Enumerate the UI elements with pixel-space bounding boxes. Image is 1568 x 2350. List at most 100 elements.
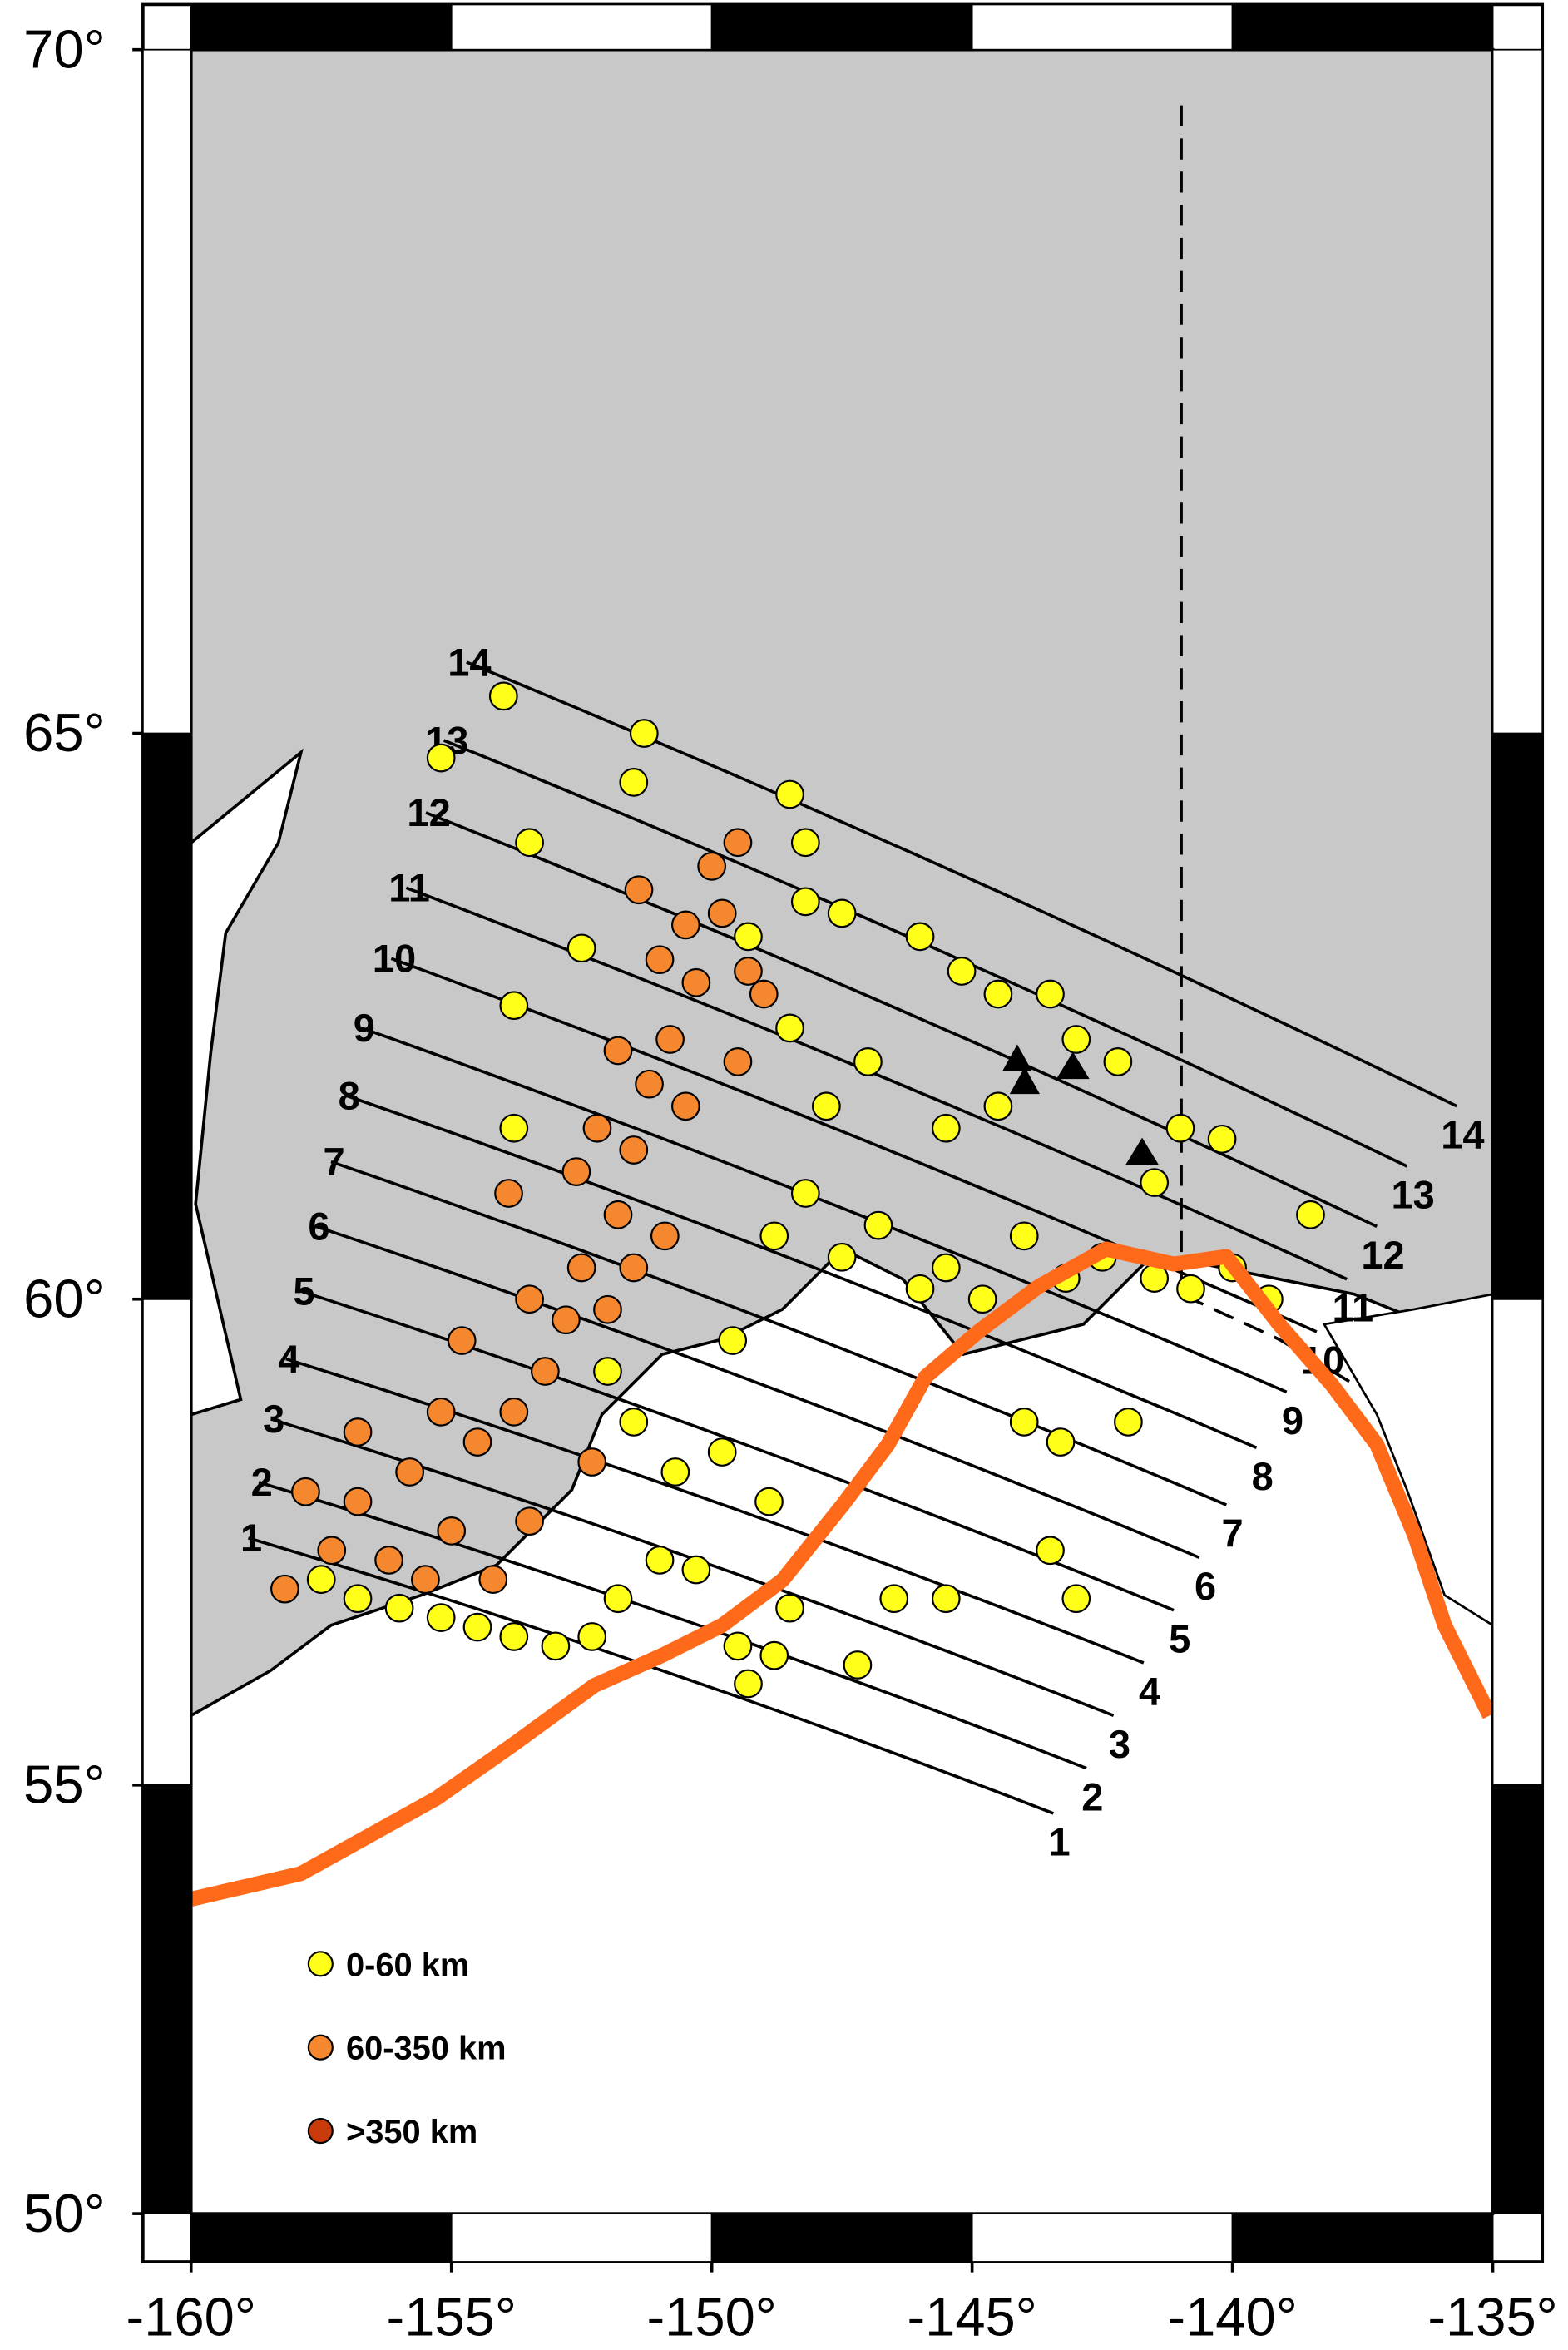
earthquake (566, 1253, 596, 1283)
earthquake (759, 1221, 789, 1251)
earthquake (411, 1565, 440, 1594)
profile-label: 8 (1252, 1454, 1274, 1498)
earthquake (603, 1036, 633, 1066)
border-segment (141, 732, 192, 1300)
earthquake (843, 1650, 873, 1680)
border-segment (1491, 1298, 1544, 1786)
volcano (1002, 1044, 1032, 1072)
lat-tick-label: 65° (23, 702, 105, 763)
earthquake (718, 1326, 748, 1355)
earthquake (749, 979, 779, 1009)
earthquake (603, 1200, 633, 1229)
volcano (1125, 1137, 1159, 1165)
bering-sea (189, 748, 304, 1417)
volcanoes (1002, 1044, 1159, 1165)
profile-label: 4 (278, 1337, 299, 1381)
earthquake (426, 1603, 456, 1633)
earthquake (494, 1179, 523, 1208)
profile-line (285, 1357, 1145, 1665)
legend-label: 0-60 km (346, 1947, 469, 1983)
profile-line (315, 1224, 1200, 1560)
trench (189, 1241, 1497, 1907)
earthquake (660, 1457, 690, 1487)
lon-tick-label: -160° (126, 2287, 256, 2348)
lat-tick-label: 50° (23, 2183, 105, 2244)
earthquake (1009, 1221, 1039, 1251)
lon-tick-label: -140° (1167, 2287, 1297, 2348)
earthquake (671, 910, 700, 940)
profile-label: 6 (308, 1205, 329, 1249)
earthquake (619, 1408, 649, 1437)
earthquake (650, 1221, 680, 1251)
lon-tick-label: -135° (1427, 2287, 1557, 2348)
earthquake (754, 1487, 784, 1516)
volcano (1009, 1066, 1041, 1095)
earthquake (775, 779, 804, 809)
legend-swatch (307, 1951, 334, 1977)
earthquake (645, 945, 675, 975)
earthquake (697, 851, 727, 881)
border-segment (190, 2213, 453, 2263)
profile-label: 10 (373, 937, 416, 981)
border-segment (971, 2213, 1234, 2263)
lat-tick-label: 60° (23, 1268, 105, 1328)
earthquake (374, 1546, 403, 1575)
earthquake (775, 1593, 804, 1623)
earthquake (812, 1091, 841, 1121)
earthquake (1176, 1274, 1205, 1304)
border-segment (1231, 2213, 1494, 2263)
profile-line (360, 1026, 1288, 1394)
profile-label: 12 (1361, 1233, 1404, 1277)
border-segment (1491, 48, 1544, 735)
profile-label: 5 (1169, 1616, 1190, 1660)
earthquake (1207, 1125, 1237, 1154)
profile-label: 7 (324, 1140, 345, 1184)
earthquake (566, 933, 596, 963)
earthquake (790, 828, 820, 858)
profile-label: 14 (1441, 1112, 1484, 1156)
earthquake (488, 681, 518, 711)
volcano (1056, 1051, 1090, 1080)
earthquake (734, 957, 763, 986)
earthquake (681, 1555, 711, 1585)
profile-line (466, 660, 1457, 1108)
earthquake (775, 1013, 804, 1043)
profile-label: 3 (1109, 1722, 1130, 1766)
border-segment (190, 3, 453, 51)
legend-label: 60-350 km (346, 2031, 506, 2067)
border-segment (710, 3, 973, 51)
earthquake (734, 922, 763, 952)
earthquake (905, 922, 935, 952)
earthquake (967, 1284, 997, 1314)
earthquake (827, 898, 857, 928)
earthquake (790, 1179, 820, 1208)
profile-label: 3 (263, 1397, 284, 1441)
earthquake (577, 1447, 607, 1477)
profile-label: 1 (240, 1516, 262, 1560)
border-segment (450, 3, 713, 51)
earthquake (531, 1357, 560, 1386)
earthquake (343, 1417, 373, 1447)
legend-label: >350 km (346, 2114, 477, 2150)
profile-label: 12 (407, 790, 450, 834)
legend-swatch (307, 2118, 334, 2145)
earthquake (619, 1253, 649, 1283)
earthquake (1103, 1047, 1133, 1076)
earthquake (603, 1584, 633, 1614)
earthquake (983, 1091, 1013, 1121)
earthquake (384, 1593, 414, 1623)
earthquake (1046, 1427, 1076, 1457)
earthquake (655, 1025, 685, 1054)
border-segment (971, 3, 1234, 51)
earthquake (499, 991, 529, 1021)
earthquake (317, 1536, 347, 1566)
earthquake (723, 828, 753, 858)
profile-label: 6 (1195, 1564, 1216, 1608)
profile-label: 4 (1139, 1670, 1160, 1714)
earthquake (499, 1397, 529, 1427)
earthquake (291, 1477, 320, 1506)
profile-label: 11 (1332, 1285, 1373, 1329)
border-segment (141, 1298, 192, 1786)
